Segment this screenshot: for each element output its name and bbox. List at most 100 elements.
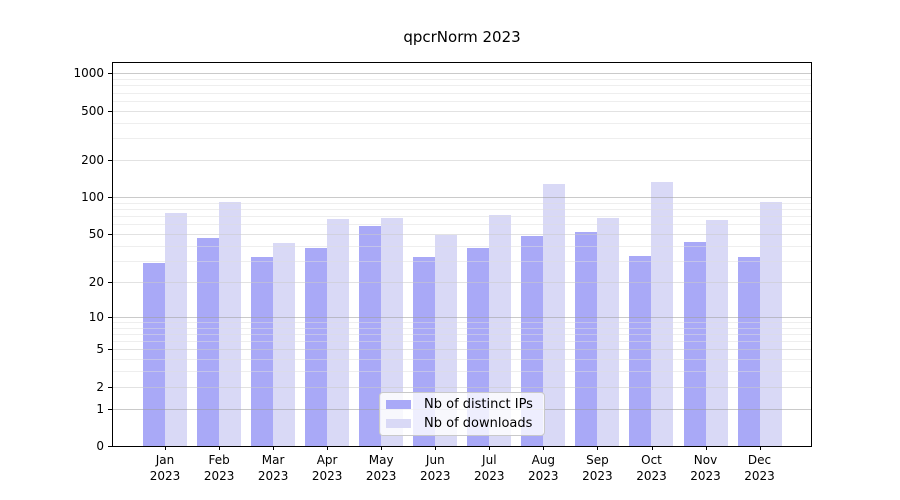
x-tick-label-aug: Aug 2023 xyxy=(511,452,575,484)
x-tick-label-may: May 2023 xyxy=(349,452,413,484)
x-tick-label-nov: Nov 2023 xyxy=(674,452,738,484)
y-tick-label-2: 2 xyxy=(96,379,104,394)
y-tick-mark-10 xyxy=(108,316,113,318)
x-tick-mark-nov xyxy=(705,446,707,450)
x-tick-month: Apr xyxy=(316,453,338,467)
x-tick-mark-aug xyxy=(543,446,545,450)
y-tick-label-5: 5 xyxy=(96,342,104,357)
minor-gridline-3 xyxy=(113,371,811,373)
x-tick-label-jul: Jul 2023 xyxy=(457,452,521,484)
minor-gridline-8 xyxy=(113,327,811,329)
x-tick-year: 2023 xyxy=(257,469,289,483)
legend: Nb of distinct IPs Nb of downloads xyxy=(379,392,545,436)
bar-downloads-aug xyxy=(543,183,566,446)
x-tick-label-feb: Feb 2023 xyxy=(187,452,251,484)
bar-ips-may xyxy=(359,226,382,446)
x-tick-month: Oct xyxy=(641,453,662,467)
gridline-50 xyxy=(113,233,811,235)
minor-gridline-800 xyxy=(113,85,811,87)
minor-gridline-60 xyxy=(113,224,811,226)
y-tick-label-50: 50 xyxy=(88,226,104,241)
gridline-1000 xyxy=(113,73,811,75)
x-tick-year: 2023 xyxy=(420,469,451,483)
x-tick-year: 2023 xyxy=(744,469,775,483)
x-tick-month: Jul xyxy=(482,453,497,467)
x-tick-year: 2023 xyxy=(528,469,559,483)
minor-gridline-9 xyxy=(113,321,811,323)
y-tick-mark-200 xyxy=(108,159,113,161)
y-tick-mark-5 xyxy=(108,349,113,351)
x-tick-mark-mar xyxy=(273,446,275,450)
x-tick-label-mar: Mar 2023 xyxy=(241,452,305,484)
minor-gridline-900 xyxy=(113,79,811,80)
y-tick-label-1000: 1000 xyxy=(73,66,104,81)
x-tick-year: 2023 xyxy=(582,469,613,483)
x-tick-mark-apr xyxy=(327,446,329,450)
minor-gridline-400 xyxy=(113,122,811,124)
minor-gridline-600 xyxy=(113,100,811,102)
x-tick-mark-sep xyxy=(597,446,599,450)
y-tick-label-500: 500 xyxy=(81,103,104,118)
bar-ips-jan xyxy=(143,262,165,446)
legend-label-ips: Nb of distinct IPs xyxy=(424,396,533,412)
y-tick-label-10: 10 xyxy=(88,309,104,324)
x-tick-month: Dec xyxy=(747,453,772,467)
x-tick-year: 2023 xyxy=(636,469,667,483)
gridline-2 xyxy=(113,386,811,388)
legend-label-downloads: Nb of downloads xyxy=(424,416,533,432)
gridline-500 xyxy=(113,110,811,112)
y-tick-mark-0 xyxy=(108,446,113,447)
x-tick-mark-jul xyxy=(489,446,491,450)
bar-ips-sep xyxy=(575,231,598,446)
x-tick-label-jun: Jun 2023 xyxy=(403,452,467,484)
bar-ips-dec xyxy=(737,257,760,446)
gridline-5 xyxy=(113,349,811,351)
x-tick-year: 2023 xyxy=(474,469,505,483)
bar-ips-feb xyxy=(197,238,220,446)
minor-gridline-4 xyxy=(113,359,811,361)
x-tick-month: Sep xyxy=(586,453,609,467)
y-tick-label-1: 1 xyxy=(96,401,104,416)
gridline-20 xyxy=(113,281,811,283)
x-tick-label-apr: Apr 2023 xyxy=(295,452,359,484)
y-tick-label-0: 0 xyxy=(96,439,104,453)
minor-gridline-70 xyxy=(113,216,811,218)
y-tick-mark-500 xyxy=(108,110,113,112)
bar-downloads-dec xyxy=(759,201,782,446)
minor-gridline-6 xyxy=(113,341,811,342)
bar-downloads-jan xyxy=(165,213,187,446)
x-tick-mark-oct xyxy=(651,446,653,450)
x-tick-month: Mar xyxy=(261,453,285,467)
y-tick-mark-1 xyxy=(108,408,113,410)
bar-downloads-mar xyxy=(273,243,296,446)
x-tick-month: Jan xyxy=(155,453,175,467)
plot-area: Nb of distinct IPs Nb of downloads xyxy=(112,62,812,447)
y-tick-mark-50 xyxy=(108,233,113,235)
x-tick-label-sep: Sep 2023 xyxy=(565,452,629,484)
bar-ips-nov xyxy=(683,241,706,446)
x-tick-year: 2023 xyxy=(690,469,721,483)
minor-gridline-700 xyxy=(113,92,811,94)
x-tick-mark-feb xyxy=(219,446,221,450)
bar-downloads-apr xyxy=(327,219,350,446)
x-tick-month: Jun xyxy=(425,453,445,467)
x-tick-year: 2023 xyxy=(365,469,397,483)
bar-ips-apr xyxy=(305,248,328,446)
minor-gridline-30 xyxy=(113,260,811,262)
legend-swatch-ips xyxy=(386,399,411,409)
y-tick-mark-2 xyxy=(108,386,113,388)
x-tick-label-jan: Jan 2023 xyxy=(133,452,197,484)
y-tick-mark-1000 xyxy=(108,73,113,75)
x-tick-month: Feb xyxy=(208,453,230,467)
x-tick-label-dec: Dec 2023 xyxy=(728,452,792,484)
minor-gridline-300 xyxy=(113,138,811,140)
bar-ips-mar xyxy=(251,257,274,446)
legend-row-ips: Nb of distinct IPs xyxy=(380,395,544,413)
x-tick-month: Nov xyxy=(693,453,718,467)
chart-title: qpcrNorm 2023 xyxy=(403,28,521,46)
x-tick-month: Aug xyxy=(531,453,556,467)
bar-ips-oct xyxy=(629,255,652,446)
x-tick-label-oct: Oct 2023 xyxy=(620,452,684,484)
bar-downloads-nov xyxy=(705,220,728,446)
